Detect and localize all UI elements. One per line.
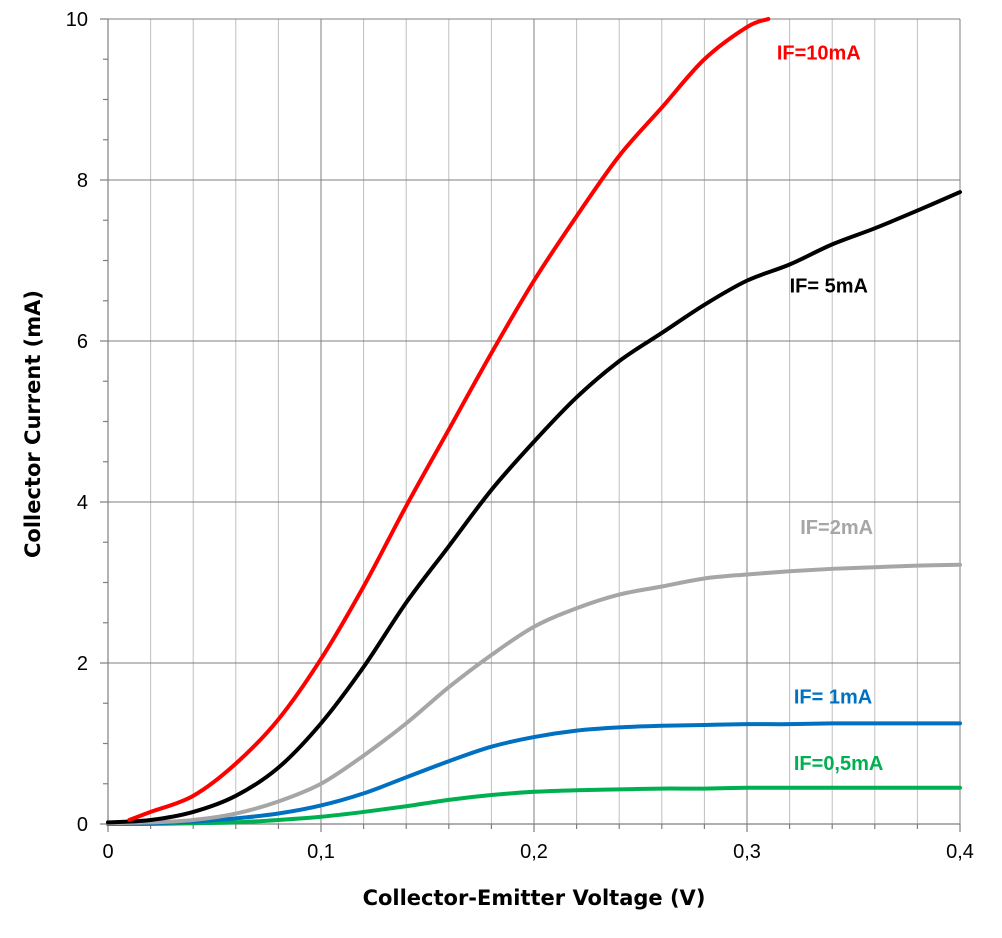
series-label-if-10ma: IF=10mA [777, 42, 861, 64]
axes [100, 18, 961, 832]
y-tick-label: 8 [77, 170, 88, 192]
y-tick-label: 6 [77, 331, 88, 353]
y-axis-title: Collector Current (mA) [21, 290, 45, 558]
y-tick-label: 2 [77, 653, 88, 675]
y-tick-label: 0 [77, 814, 88, 836]
y-tick-label: 10 [66, 9, 88, 31]
x-tick-label: 0,2 [520, 841, 548, 863]
series-line-if-2ma [106, 562, 962, 826]
series-label-if-5ma: IF= 5mA [790, 276, 868, 298]
series-line-if-10ma [127, 17, 771, 822]
series-line-if-1ma [106, 721, 962, 826]
series-annotations: IF=10mA IF= 5mA IF=2mA IF= 1mA IF=0,5mA [777, 42, 884, 775]
series-line-if-0-5ma [106, 785, 962, 827]
x-axis-title: Collector-Emitter Voltage (V) [363, 886, 706, 910]
x-tick-label: 0 [102, 841, 113, 863]
series-label-if-0-5ma: IF=0,5mA [794, 753, 883, 775]
series-lines [106, 17, 962, 827]
x-tick-label: 0,1 [307, 841, 335, 863]
series-label-if-1ma: IF= 1mA [794, 686, 872, 708]
x-tick-label: 0,3 [733, 841, 761, 863]
y-tick-label: 4 [77, 492, 88, 514]
tick-labels: 0 0,1 0,2 0,3 0,4 0 2 4 6 8 10 [66, 9, 974, 863]
x-tick-label: 0,4 [946, 841, 974, 863]
series-line-if-5ma [106, 190, 962, 825]
series-label-if-2ma: IF=2mA [800, 517, 873, 539]
